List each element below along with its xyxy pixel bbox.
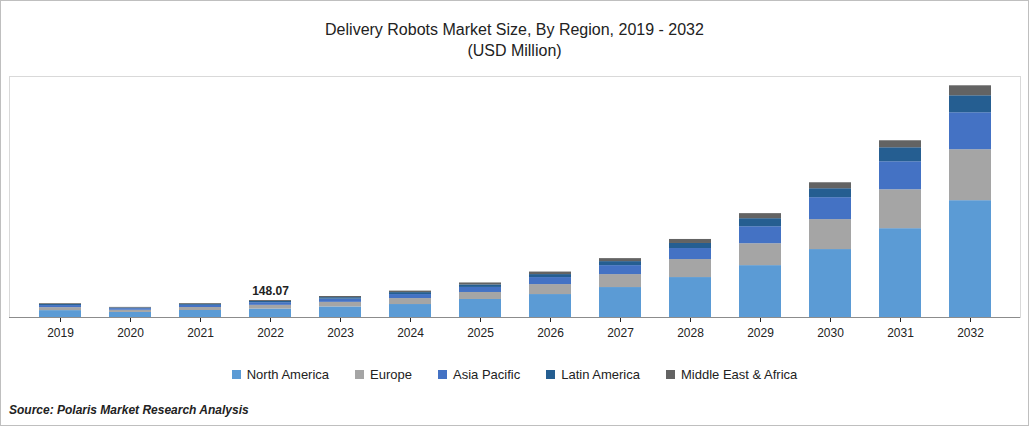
svg-text:2032: 2032 — [957, 326, 984, 340]
svg-text:2024: 2024 — [397, 326, 424, 340]
html-text:Europe: Europe — [370, 367, 412, 382]
svg-text:2031: 2031 — [887, 326, 914, 340]
html-text:(USD Million): (USD Million) — [467, 42, 562, 59]
svg-text:2020: 2020 — [117, 326, 144, 340]
svg-text:2027: 2027 — [607, 326, 634, 340]
html-text:Delivery Robots Market Size, B: Delivery Robots Market Size, By Region, … — [325, 21, 704, 38]
html-text:Middle East & Africa: Middle East & Africa — [681, 367, 798, 382]
svg-text:2019: 2019 — [47, 326, 74, 340]
svg-text:2028: 2028 — [677, 326, 704, 340]
svg-text:148.07: 148.07 — [252, 284, 289, 298]
html-text:Source: Polaris Market Researc: Source: Polaris Market Research Analysis — [9, 403, 249, 417]
svg-text:2025: 2025 — [467, 326, 494, 340]
html-text:Latin America: Latin America — [561, 367, 640, 382]
svg-text:2030: 2030 — [817, 326, 844, 340]
html-text:Asia Pacific: Asia Pacific — [453, 367, 521, 382]
svg-text:2029: 2029 — [747, 326, 774, 340]
svg-text:2021: 2021 — [187, 326, 214, 340]
svg-text:2022: 2022 — [257, 326, 284, 340]
svg-text:2023: 2023 — [327, 326, 354, 340]
html-text:North America: North America — [246, 367, 330, 382]
svg-text:2026: 2026 — [537, 326, 564, 340]
